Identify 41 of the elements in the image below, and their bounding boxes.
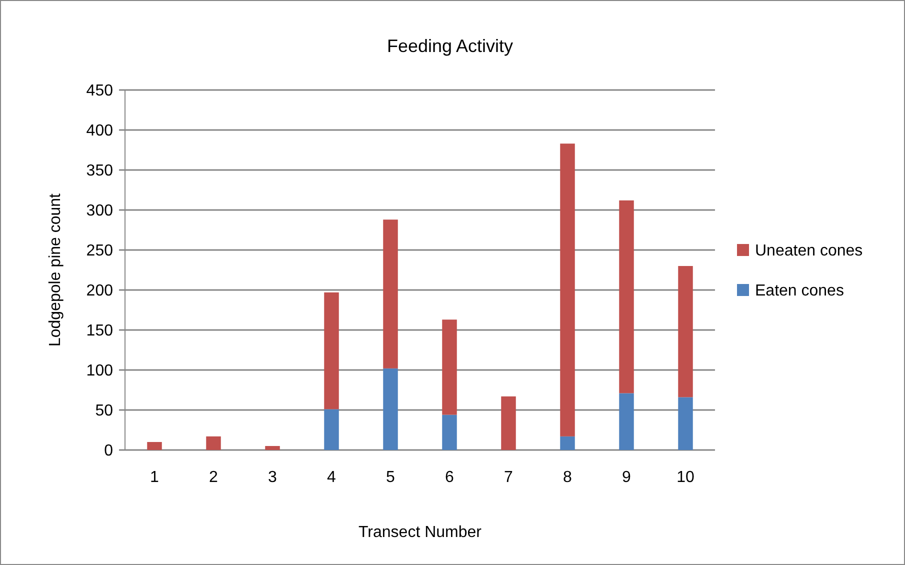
x-tick-label: 7 <box>504 469 514 486</box>
x-tick-label: 6 <box>445 469 454 486</box>
x-tick-label: 2 <box>209 469 218 486</box>
y-tick-label: 250 <box>86 242 114 260</box>
bar <box>619 200 634 394</box>
bar <box>560 436 575 450</box>
bar <box>678 266 693 398</box>
y-tick-label: 300 <box>86 202 114 220</box>
y-axis-title: Lodgepole pine count <box>47 192 64 347</box>
bar <box>619 393 634 450</box>
bar <box>265 446 280 450</box>
bar <box>383 368 398 450</box>
bar <box>206 436 221 450</box>
y-tick-label: 450 <box>86 82 114 100</box>
y-tick-label: 200 <box>86 282 114 300</box>
bar <box>501 396 516 450</box>
x-tick-label: 10 <box>676 469 694 486</box>
bar <box>442 414 457 450</box>
legend-label: Uneaten cones <box>755 242 863 260</box>
bar <box>560 144 575 436</box>
y-tick-label: 50 <box>95 402 114 420</box>
x-tick-label: 9 <box>622 469 632 486</box>
chart-title: Feeding Activity <box>386 36 514 56</box>
bar <box>324 292 339 410</box>
y-tick-label: 400 <box>86 122 114 140</box>
bar <box>442 320 457 415</box>
bar <box>147 442 162 450</box>
bar <box>383 220 398 368</box>
y-tick-label: 350 <box>86 162 114 180</box>
y-tick-label: 100 <box>86 362 114 380</box>
x-tick-label: 4 <box>327 469 336 486</box>
y-tick-label: 150 <box>86 322 114 340</box>
x-tick-label: 3 <box>268 469 278 486</box>
bar <box>324 409 339 450</box>
x-tick-label: 1 <box>150 469 160 486</box>
x-tick-label: 5 <box>386 469 396 486</box>
bar <box>678 397 693 450</box>
legend-label: Eaten cones <box>755 282 844 300</box>
x-axis-title: Transect Number <box>358 524 482 541</box>
y-tick-label: 0 <box>104 442 114 460</box>
x-tick-label: 8 <box>563 469 572 486</box>
